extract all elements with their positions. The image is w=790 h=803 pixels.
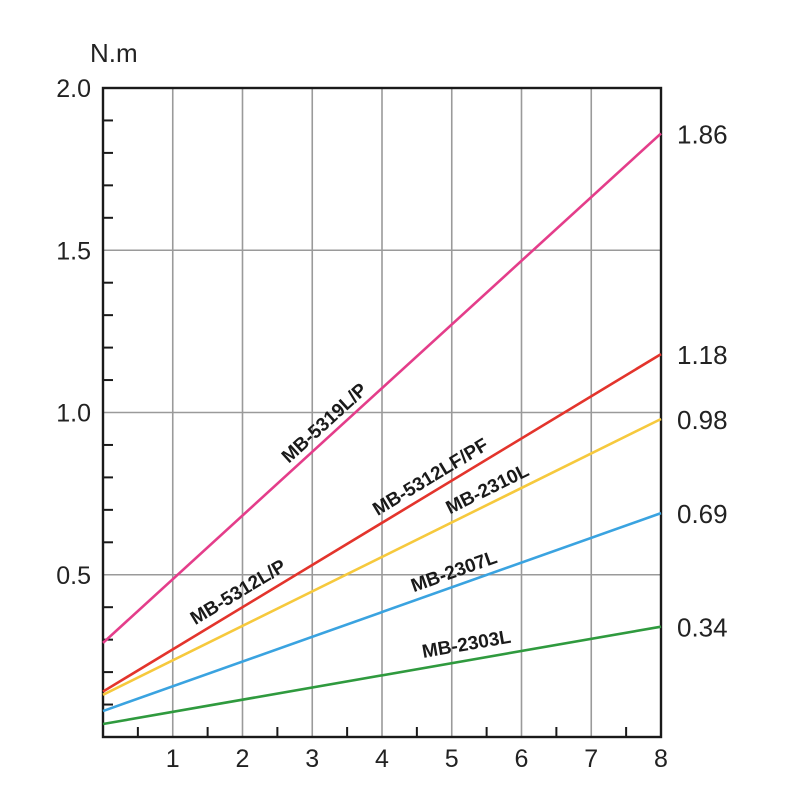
series-end-value-label: 1.18 [677,340,728,370]
series-end-value-label: 1.86 [677,119,728,149]
x-tick-label: 8 [654,745,668,773]
y-tick-label: 2.0 [56,75,91,103]
series-name-label: MB-2307L [408,547,500,597]
series-name-label: MB-5319L/P [278,379,372,467]
series-line [102,625,662,726]
y-tick-label: 1.0 [56,400,91,428]
axes: 0.5 1.0 1.5 2.0 1 2 3 4 5 6 7 8 [56,75,668,773]
series-lines [102,132,662,726]
series-name-label: MB-2303L [421,627,513,663]
plot-frame [101,86,663,739]
x-tick-label: 1 [166,745,180,773]
series-end-value-label: 0.34 [677,613,728,643]
series-line [102,417,662,696]
x-tick-label: 3 [305,745,319,773]
x-tick-label: 6 [515,745,529,773]
series-line [102,132,662,644]
y-axis-unit-label: N.m [90,38,138,68]
series-end-value-label: 0.98 [677,405,728,435]
y-tick-label: 0.5 [56,562,91,590]
series-end-value-label: 0.69 [677,499,728,529]
series-line [102,511,662,713]
x-tick-label: 7 [584,745,598,773]
x-tick-label: 4 [375,745,389,773]
x-tick-label: 5 [445,745,459,773]
series-name-label: MB-5312L/P [187,556,290,630]
x-tick-label: 2 [236,745,250,773]
series-labels: 1.86 1.18 0.98 0.69 0.34 MB-5319L/P MB-5312L/P… [187,119,728,662]
y-tick-label: 1.5 [56,237,91,265]
series-line [102,352,662,693]
